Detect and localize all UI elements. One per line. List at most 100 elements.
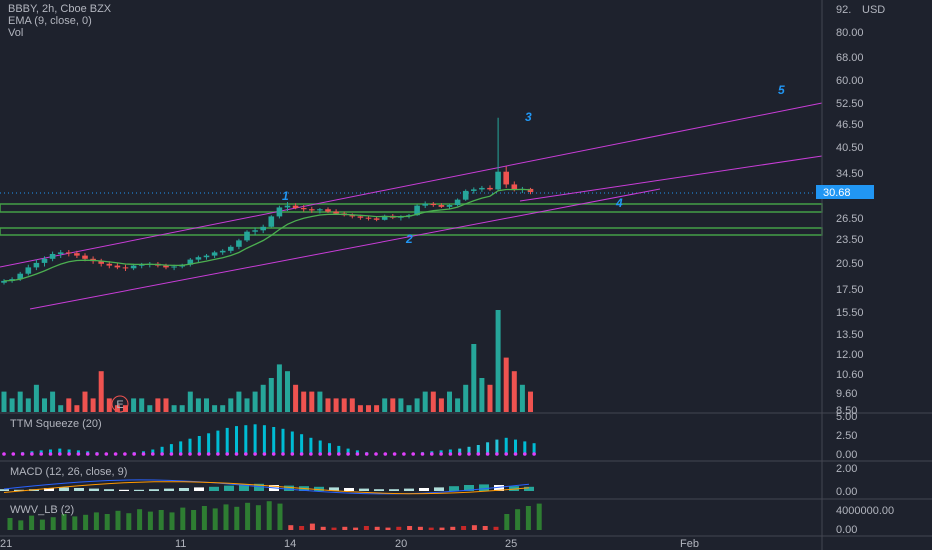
ttm-legend[interactable]: TTM Squeeze (20) — [10, 418, 102, 430]
volume-bar — [98, 371, 104, 412]
ttm-dot — [281, 452, 285, 456]
ttm-bar — [328, 443, 331, 454]
ttm-dot — [299, 452, 304, 456]
ttm-dot — [151, 452, 155, 456]
price-axis[interactable]: 92. 80.00 68.00 60.00 52.50 46.50 40.50 34.50 26… — [836, 4, 864, 417]
ttm-dot — [392, 452, 397, 456]
candle-body — [462, 190, 469, 200]
wwv-layer — [7, 501, 542, 530]
currency-label: USD — [862, 4, 886, 16]
candle-body — [228, 246, 234, 251]
macd-hist-bar — [44, 488, 54, 491]
wwv-bar — [180, 507, 186, 530]
ttm-bar — [179, 441, 183, 454]
volume-bar — [220, 405, 226, 412]
wwv-bar — [504, 514, 510, 530]
wwv-bar — [407, 526, 413, 530]
ttm-bar — [504, 437, 508, 454]
candle-body — [422, 203, 428, 206]
candle-body — [114, 265, 121, 268]
wwv-bar — [525, 506, 531, 530]
volume-bar — [301, 391, 307, 412]
volume-bar — [374, 405, 380, 412]
ttm-dot — [439, 452, 443, 456]
ttm-bar — [169, 444, 173, 454]
ttm-dot — [309, 452, 313, 456]
ttm-dot — [495, 452, 499, 456]
price-tick-label: 17.50 — [836, 284, 864, 296]
volume-bar — [447, 391, 452, 412]
candle-body — [438, 205, 445, 207]
vol-legend[interactable]: Vol — [8, 27, 24, 39]
ttm-dot — [532, 452, 536, 456]
ttm-bar — [290, 431, 294, 454]
volume-bar — [479, 378, 485, 412]
time-tick-label: 25 — [505, 538, 517, 550]
wwv-bar — [385, 527, 391, 530]
ttm-bar — [458, 448, 462, 454]
wwv-bar — [266, 501, 272, 530]
ema-legend[interactable]: EMA (9, close, 0) — [8, 15, 92, 27]
earnings-marker[interactable]: E — [111, 395, 129, 413]
ttm-dot — [141, 452, 146, 456]
ttm-bar — [495, 439, 499, 454]
ttm-dot — [30, 452, 34, 456]
candle-body — [365, 217, 372, 219]
candle-body — [349, 215, 356, 217]
wave-label-4: 4 — [615, 196, 623, 210]
macd-hist-bar — [374, 489, 384, 491]
candle-body — [503, 171, 509, 185]
indicator-axis: 5.00 2.50 0.00 2.00 0.00 4000000.00 0.00 — [836, 411, 894, 536]
ttm-bar — [188, 438, 192, 454]
time-axis[interactable]: 21 11 14 20 25 Feb — [0, 538, 699, 550]
ttm-dot — [448, 452, 453, 456]
volume-bar — [414, 398, 420, 412]
volume-bar — [366, 405, 371, 412]
candle-body — [527, 188, 534, 192]
macd-hist-bar — [239, 484, 249, 491]
ttm-bar — [523, 441, 527, 454]
volume-bar — [50, 391, 56, 412]
volume-bar — [66, 398, 72, 412]
ttm-dot — [513, 452, 518, 456]
volume-bar — [293, 384, 299, 412]
price-channel — [0, 102, 823, 310]
ttm-dot — [123, 452, 127, 456]
wwv-bar — [158, 510, 164, 530]
volume-bar — [139, 398, 145, 412]
wwv-bar — [439, 527, 445, 530]
ttm-bar — [281, 428, 285, 454]
symbol-legend[interactable]: BBBY, 2h, Cboe BZX — [8, 3, 112, 15]
wwv-bar — [147, 511, 153, 530]
ttm-dot — [420, 452, 425, 456]
candle-body — [138, 264, 145, 266]
wwv-legend[interactable]: WWV_LB (2) — [10, 504, 75, 516]
ttm-bar — [309, 437, 313, 454]
macd-legend[interactable]: MACD (12, 26, close, 9) — [10, 466, 128, 478]
ttm-bar — [486, 442, 490, 454]
ttm-dot — [132, 452, 136, 456]
wwv-bar — [428, 527, 434, 530]
macd-line — [3, 481, 530, 495]
candle-body — [300, 208, 307, 210]
volume-bar — [528, 391, 533, 412]
candle-body — [219, 250, 226, 253]
candle-body — [236, 240, 242, 247]
ttm-dot — [95, 452, 99, 456]
ttm-dot — [85, 452, 90, 456]
macd-hist-bar — [434, 487, 444, 491]
ttm-bar — [467, 446, 471, 454]
ttm-bar — [160, 446, 164, 454]
time-tick-label: 21 — [0, 538, 12, 550]
volume-bar — [495, 310, 501, 412]
ttm-bar — [272, 427, 276, 454]
macd-hist-bar — [404, 488, 414, 491]
price-tick-label: 26.50 — [836, 213, 864, 225]
wwv-bar — [450, 526, 456, 530]
wwv-bar — [7, 518, 13, 530]
ttm-dot — [430, 452, 434, 456]
volume-bar — [341, 398, 347, 412]
indicator-tick-label: 5.00 — [836, 411, 857, 423]
ttm-bar — [514, 439, 517, 454]
